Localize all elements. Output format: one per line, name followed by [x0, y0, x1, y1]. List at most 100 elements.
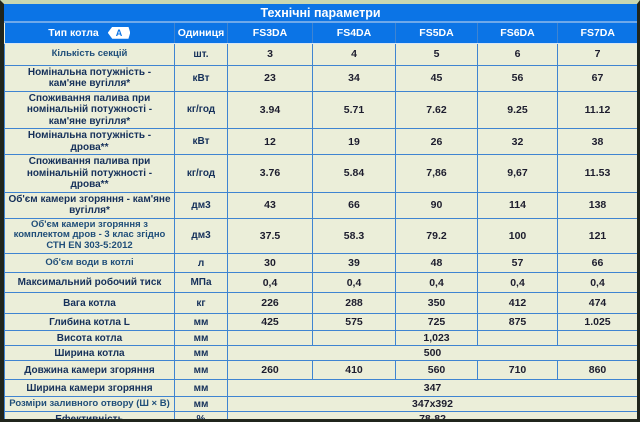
value-cell: 38: [557, 128, 637, 155]
value-cell: 474: [557, 292, 637, 315]
table-body: Кількість секцій шт. 3 4 5 6 7 Номінальна потуж…: [4, 42, 637, 419]
parameter-label: Об'єм камери згоряння з комплектом дров …: [4, 217, 175, 255]
value-cell: 710: [477, 360, 558, 381]
value-cell: 0,4: [312, 272, 396, 294]
table-row: Висота котла мм 1,023: [4, 330, 637, 347]
value-cell: 5: [395, 42, 478, 66]
parameter-label: Номінальна потужність - кам'яне вугілля*: [4, 64, 175, 92]
value-cell: 9,67: [477, 154, 558, 193]
parameter-label: Висота котла: [4, 330, 175, 347]
value-cell: 860: [557, 360, 637, 381]
unit-cell: МПа: [174, 272, 228, 294]
column-header-model: FS5DA: [395, 23, 478, 44]
parameter-label: Ширина котла: [4, 345, 175, 362]
value-cell: 3.94: [227, 90, 313, 129]
merged-value-cell: 78-82: [227, 411, 637, 419]
column-header-type: Тип котла A: [4, 23, 175, 44]
value-cell: 43: [227, 191, 313, 219]
value-cell: 226: [227, 292, 313, 315]
spec-table: Тип котла A Одиниця FS3DA FS4DA FS5DA FS…: [4, 23, 637, 419]
column-header-model: FS6DA: [477, 23, 558, 44]
table-row: Споживання палива при номінальній потужн…: [4, 90, 637, 129]
parameter-label: Ширина камери згоряння: [4, 379, 175, 398]
parameter-label: Ефективність: [4, 411, 175, 419]
value-cell: [557, 330, 637, 347]
table-row: Об'єм камери згоряння з комплектом дров …: [4, 217, 637, 255]
value-cell: 412: [477, 292, 558, 315]
value-cell: 4: [312, 42, 396, 66]
value-cell: 7.62: [395, 90, 478, 129]
value-cell: 66: [557, 253, 637, 274]
value-cell: [312, 330, 396, 347]
unit-cell: кВт: [174, 128, 228, 155]
value-cell: 56: [477, 64, 558, 92]
parameter-label: Вага котла: [4, 292, 175, 315]
value-cell: 67: [557, 64, 637, 92]
value-cell: 260: [227, 360, 313, 381]
value-cell: 3: [227, 42, 313, 66]
value-cell: 0,4: [395, 272, 478, 294]
value-cell: 48: [395, 253, 478, 274]
value-cell: 288: [312, 292, 396, 315]
value-cell: 58.3: [312, 217, 396, 255]
table-row: Довжина камери згоряння мм 260 410 560 710 860: [4, 360, 637, 381]
unit-cell: дм3: [174, 217, 228, 255]
value-cell: 66: [312, 191, 396, 219]
parameter-label: Довжина камери згоряння: [4, 360, 175, 381]
value-cell: 0,4: [477, 272, 558, 294]
unit-cell: мм: [174, 360, 228, 381]
value-cell: 7: [557, 42, 637, 66]
value-cell: 11.53: [557, 154, 637, 193]
value-cell: 575: [312, 313, 396, 332]
unit-cell: кВт: [174, 64, 228, 92]
value-cell: 45: [395, 64, 478, 92]
merged-value-cell: 500: [227, 345, 637, 362]
value-cell: 11.12: [557, 90, 637, 129]
value-cell: 7,86: [395, 154, 478, 193]
value-cell: 57: [477, 253, 558, 274]
table-row: Номінальна потужність - кам'яне вугілля*…: [4, 64, 637, 92]
value-cell: 1.025: [557, 313, 637, 332]
unit-cell: л: [174, 253, 228, 274]
value-cell: 350: [395, 292, 478, 315]
unit-cell: мм: [174, 313, 228, 332]
column-header-model: FS4DA: [312, 23, 396, 44]
parameter-label: Об'єм води в котлі: [4, 253, 175, 274]
parameter-label: Кількість секцій: [4, 42, 175, 66]
value-cell: 19: [312, 128, 396, 155]
value-cell: 79.2: [395, 217, 478, 255]
parameter-label: Споживання палива при номінальній потужн…: [4, 90, 175, 129]
value-cell: 138: [557, 191, 637, 219]
value-cell: 9.25: [477, 90, 558, 129]
table-row: Споживання палива при номінальній потужн…: [4, 154, 637, 193]
value-cell: 5.71: [312, 90, 396, 129]
value-cell: [227, 330, 313, 347]
value-cell: 560: [395, 360, 478, 381]
unit-cell: кг/год: [174, 90, 228, 129]
table-row: Ширина камери згоряння мм 347: [4, 379, 637, 398]
parameter-label: Глибина котла L: [4, 313, 175, 332]
value-cell: 30: [227, 253, 313, 274]
type-column-label: Тип котла: [48, 26, 99, 39]
parameter-label: Споживання палива при номінальній потужн…: [4, 154, 175, 193]
parameter-label: Розміри заливного отвору (Ш × В): [4, 396, 175, 413]
table-row: Номінальна потужність - дрова** кВт 12 19 26…: [4, 128, 637, 155]
unit-cell: кг/год: [174, 154, 228, 193]
table-row: Розміри заливного отвору (Ш × В) мм 347x39…: [4, 396, 637, 413]
table-row: Кількість секцій шт. 3 4 5 6 7: [4, 42, 637, 66]
unit-cell: мм: [174, 345, 228, 362]
value-cell: 23: [227, 64, 313, 92]
value-cell: 6: [477, 42, 558, 66]
value-cell: 3.76: [227, 154, 313, 193]
unit-cell: мм: [174, 379, 228, 398]
value-cell: 725: [395, 313, 478, 332]
value-cell: 12: [227, 128, 313, 155]
parameter-label: Номінальна потужність - дрова**: [4, 128, 175, 155]
value-cell: 26: [395, 128, 478, 155]
table-row: Ширина котла мм 500: [4, 345, 637, 362]
value-cell: 32: [477, 128, 558, 155]
table-row: Вага котла кг 226 288 350 412 474: [4, 292, 637, 315]
column-header-unit: Одиниця: [174, 23, 228, 44]
merged-value-cell: 347: [227, 379, 637, 398]
